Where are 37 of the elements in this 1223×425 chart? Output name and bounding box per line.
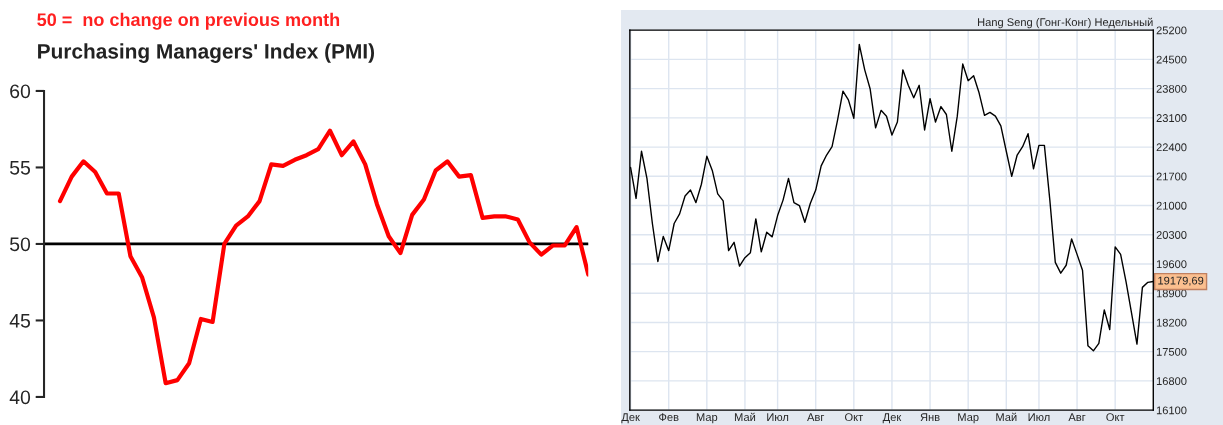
y-tick-label: 17500 [1156,347,1187,356]
x-tick-label: Июл [767,413,789,422]
y-tick-label: 22400 [1156,143,1187,152]
x-tick-label: Окт [845,413,864,422]
y-tick-label: 55 [9,161,31,175]
x-tick-label: Дек [882,413,902,424]
x-tick-label: Окт [1106,413,1125,422]
y-tick-label: 16800 [1156,377,1187,386]
y-tick-label: 45 [9,314,31,328]
x-tick-label: Фев [659,413,679,422]
y-tick-label: 23800 [1156,84,1187,93]
x-tick-label: Мар [696,413,718,424]
chart-title: Hang Seng (Гонг-Конг) Недельный [978,17,1153,29]
y-tick-label: 60 [10,84,31,99]
y-tick-label: 18900 [1156,289,1187,298]
y-tick-label: 19600 [1156,260,1187,269]
chart-subtitle: 50 = no change on previous month [37,12,340,30]
x-tick-label: Июл [1028,413,1050,422]
x-tick-label: Дек [621,413,640,424]
y-tick-label: 24500 [1156,55,1187,64]
y-tick-label: 23100 [1156,114,1187,122]
text: 19179,69 [1158,276,1204,286]
y-tick-label: 20300 [1156,231,1187,239]
x-tick-label: Авг [807,413,825,421]
y-tick-label: 16100 [1156,406,1187,415]
y-tick-label: 40 [9,390,31,405]
x-tick-label: Авг [1068,413,1086,421]
y-tick-label: 18200 [1156,318,1187,327]
x-tick-label: Май [734,412,756,422]
y-tick-label: 50 [9,237,31,252]
y-tick-label: 25200 [1156,26,1187,35]
y-tick-label: 21700 [1156,172,1187,181]
x-tick-label: Мар [958,413,979,424]
chart-title: Purchasing Managers' Index (PMI) [38,43,375,63]
x-tick-label: Янв [920,413,940,421]
y-tick-label: 21000 [1156,201,1187,210]
x-tick-label: Май [996,412,1017,422]
